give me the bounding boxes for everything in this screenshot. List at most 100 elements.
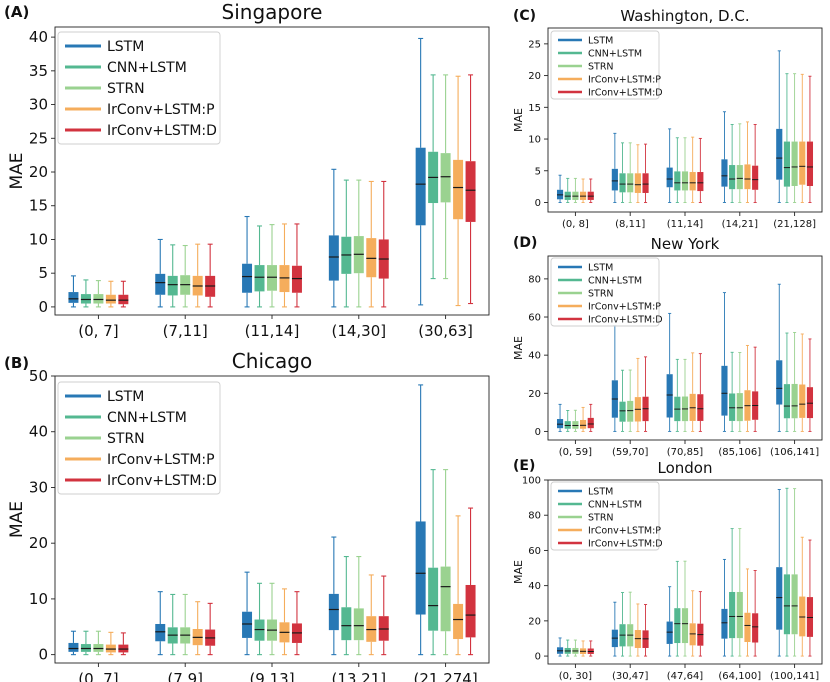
box-irconv-lstm-p <box>279 223 290 308</box>
box-irconv-lstm-d <box>752 570 759 657</box>
y-tick-label: 80 <box>528 511 541 522</box>
panel-label: (A) <box>4 3 29 21</box>
box-body <box>366 238 377 278</box>
box-cnn-lstm <box>729 351 736 432</box>
box-irconv-lstm-d <box>465 74 476 305</box>
box-body <box>267 265 277 291</box>
box-body <box>465 161 476 222</box>
box-irconv-lstm-d <box>465 507 476 656</box>
panel-label: (C) <box>513 8 536 24</box>
box-strn <box>572 177 579 203</box>
legend-label: STRN <box>107 81 145 97</box>
legend-label: CNN+LSTM <box>107 410 187 426</box>
panel-a: (A) Singapore 0 5 10 15 20 25 30 35 40 MAE (0, 7] (7,… <box>4 0 490 340</box>
box-cnn-lstm <box>254 582 265 656</box>
legend-label: IrConv+LSTM:D <box>588 88 663 99</box>
x-tick-label: (0, 30] <box>559 671 592 682</box>
box-cnn-lstm <box>341 179 352 308</box>
y-tick-label: 60 <box>528 546 541 557</box>
box-irconv-lstm-d <box>697 353 704 432</box>
legend-box <box>550 30 660 100</box>
legend-label: IrConv+LSTM:D <box>107 473 217 489</box>
legend: LSTM CNN+LSTM STRN IrConv+LSTM:P IrConv+LSTM… <box>57 31 221 145</box>
y-tick-label: 100 <box>522 476 541 487</box>
box-body <box>415 147 426 226</box>
y-tick-label: 25 <box>29 129 48 147</box>
box-irconv-lstm-d <box>642 356 649 432</box>
y-axis-title: MAE <box>512 108 525 132</box>
x-tick-label: (7,11] <box>163 322 208 340</box>
box-strn <box>353 556 364 656</box>
box-lstm <box>68 275 79 308</box>
x-tick-label: (59,70] <box>612 447 649 458</box>
box-body <box>721 159 728 187</box>
y-tick-label: 20 <box>528 389 541 400</box>
box-body <box>799 384 806 418</box>
x-tick-label: (0, 7] <box>78 670 118 682</box>
box-strn <box>681 137 689 203</box>
x-tick-label: (14,21] <box>722 219 759 230</box>
box-body <box>428 567 439 631</box>
legend-label: LSTM <box>107 39 144 55</box>
box-body <box>556 419 564 429</box>
legend-label: IrConv+LSTM:P <box>107 452 215 468</box>
box-irconv-lstm-p <box>799 73 806 203</box>
box-strn <box>791 73 798 203</box>
box-body <box>721 608 728 639</box>
box-strn <box>267 224 277 308</box>
panel-label: (D) <box>513 235 537 251</box>
box-body <box>791 383 798 419</box>
y-tick-label: 5 <box>535 166 541 177</box>
x-tick-label: (21,128] <box>773 219 816 230</box>
chart-title: Washington, D.C. <box>620 7 749 25</box>
box-lstm <box>666 312 673 432</box>
box-body <box>68 642 79 652</box>
x-tick-label: (7,9] <box>167 670 203 682</box>
box-strn <box>267 582 277 656</box>
x-tick-label: (14,30] <box>331 322 386 340</box>
box-body <box>453 603 464 640</box>
box-cnn-lstm <box>729 123 736 203</box>
box-lstm <box>242 571 253 656</box>
x-tick-label: (9,13] <box>249 670 294 682</box>
panel-d: (D) New York 0 20 40 60 80 MAE (0, 59] (59,70] (70… <box>512 235 823 458</box>
y-tick-label: 0 <box>535 652 541 663</box>
y-tick-label: 15 <box>528 103 541 114</box>
box-irconv-lstm-p <box>634 603 641 657</box>
box-body <box>80 294 91 304</box>
box-irconv-lstm-d <box>205 602 216 656</box>
box-strn <box>572 409 579 432</box>
box-body <box>806 141 814 186</box>
legend-label: IrConv+LSTM:D <box>588 315 663 326</box>
box-irconv-lstm-p <box>580 640 587 657</box>
box-body <box>279 265 290 293</box>
box-irconv-lstm-d <box>587 403 594 432</box>
box-body <box>681 608 689 644</box>
x-tick-label: (13,21] <box>331 670 386 682</box>
box-body <box>93 294 104 304</box>
box-strn <box>791 488 798 657</box>
box-cnn-lstm <box>254 225 265 308</box>
box-irconv-lstm-p <box>105 631 116 656</box>
y-tick-label: 40 <box>29 28 48 46</box>
box-body <box>627 173 634 193</box>
box-irconv-lstm-p <box>453 75 464 307</box>
box-irconv-lstm-p <box>580 406 587 432</box>
box-lstm <box>776 50 783 203</box>
y-tick-label: 5 <box>38 264 48 282</box>
y-tick-label: 80 <box>528 274 541 285</box>
box-irconv-lstm-d <box>118 632 129 656</box>
legend: LSTM CNN+LSTM STRN IrConv+LSTM:P IrConv+LSTM… <box>550 481 663 551</box>
box-lstm <box>415 384 426 656</box>
box-strn <box>681 358 689 432</box>
box-strn <box>440 74 451 280</box>
legend: LSTM CNN+LSTM STRN IrConv+LSTM:P IrConv+LSTM… <box>550 257 663 327</box>
box-irconv-lstm-d <box>806 338 814 432</box>
legend-label: IrConv+LSTM:P <box>588 75 661 86</box>
box-body <box>353 608 364 641</box>
box-irconv-lstm-d <box>642 143 649 203</box>
y-tick-label: 0 <box>535 198 541 209</box>
legend-box <box>550 481 660 551</box>
box-lstm <box>68 630 79 656</box>
box-body <box>254 265 265 292</box>
